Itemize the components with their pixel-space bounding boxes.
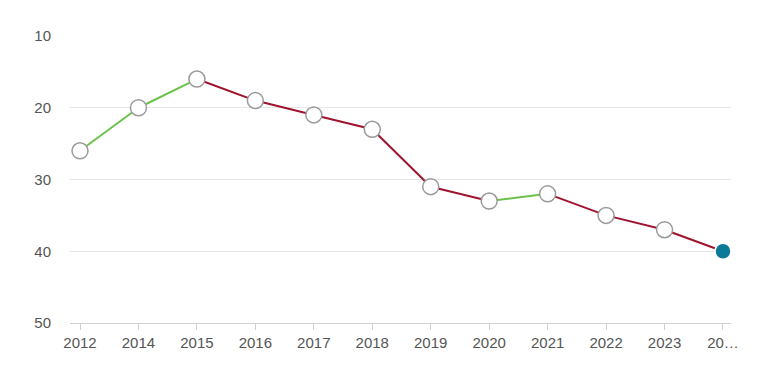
svg-text:2021: 2021 <box>531 334 564 351</box>
svg-text:2012: 2012 <box>63 334 96 351</box>
svg-text:2016: 2016 <box>239 334 272 351</box>
svg-text:30: 30 <box>34 171 51 188</box>
svg-text:2014: 2014 <box>122 334 155 351</box>
svg-text:20…: 20… <box>707 334 739 351</box>
svg-text:2015: 2015 <box>180 334 213 351</box>
svg-text:50: 50 <box>34 314 51 331</box>
svg-text:20: 20 <box>34 99 51 116</box>
svg-text:2023: 2023 <box>648 334 681 351</box>
svg-text:2020: 2020 <box>472 334 505 351</box>
svg-text:2017: 2017 <box>297 334 330 351</box>
svg-text:2019: 2019 <box>414 334 447 351</box>
svg-text:2018: 2018 <box>356 334 389 351</box>
svg-text:2022: 2022 <box>589 334 622 351</box>
svg-text:40: 40 <box>34 243 51 260</box>
svg-text:10: 10 <box>34 27 51 44</box>
